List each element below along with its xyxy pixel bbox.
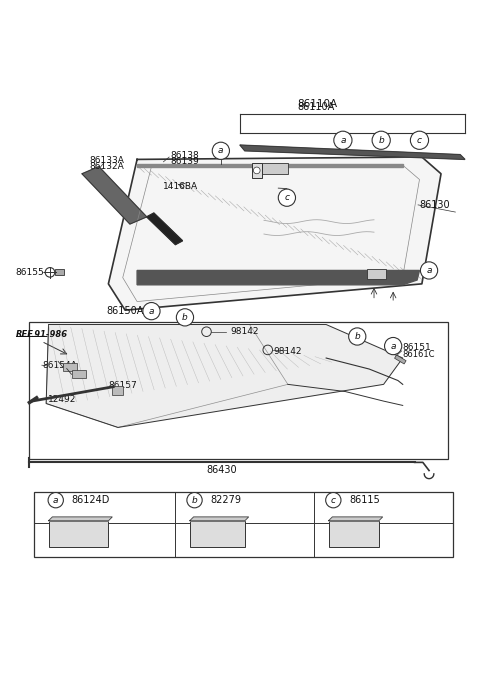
- Text: 86138: 86138: [170, 151, 199, 160]
- Text: a: a: [390, 342, 396, 351]
- Text: a: a: [426, 266, 432, 275]
- Text: b: b: [378, 136, 384, 145]
- Text: 86110A: 86110A: [298, 99, 337, 109]
- Text: 86154A: 86154A: [43, 361, 78, 369]
- Text: c: c: [331, 496, 336, 505]
- Text: 86139: 86139: [170, 157, 199, 166]
- Circle shape: [212, 142, 229, 160]
- Text: 86157: 86157: [108, 381, 137, 390]
- Polygon shape: [137, 271, 420, 285]
- Text: 86115: 86115: [349, 495, 380, 505]
- Polygon shape: [240, 145, 465, 160]
- Text: 86132A: 86132A: [89, 162, 124, 171]
- Text: 86430: 86430: [206, 464, 237, 474]
- Polygon shape: [190, 517, 249, 521]
- Text: 86110A: 86110A: [298, 102, 335, 112]
- Polygon shape: [108, 157, 441, 310]
- Bar: [262, 164, 288, 174]
- Circle shape: [253, 167, 260, 174]
- Polygon shape: [328, 517, 383, 521]
- Text: 86130: 86130: [420, 200, 450, 210]
- Text: 86151: 86151: [403, 343, 432, 353]
- Bar: [29, 322, 448, 458]
- Text: a: a: [218, 146, 224, 155]
- Circle shape: [420, 262, 438, 279]
- Circle shape: [45, 268, 55, 277]
- Circle shape: [325, 493, 341, 508]
- Text: a: a: [53, 496, 59, 505]
- Text: a: a: [149, 307, 154, 316]
- Text: a: a: [340, 136, 346, 145]
- Polygon shape: [137, 164, 403, 167]
- Circle shape: [384, 337, 402, 355]
- Polygon shape: [48, 517, 112, 521]
- Polygon shape: [46, 324, 403, 427]
- Circle shape: [143, 303, 160, 320]
- Text: 98142: 98142: [230, 327, 259, 336]
- Bar: [190, 521, 245, 547]
- Bar: [328, 521, 379, 547]
- Circle shape: [187, 493, 202, 508]
- Text: b: b: [192, 496, 197, 505]
- Text: c: c: [417, 136, 422, 145]
- Circle shape: [48, 493, 63, 508]
- Polygon shape: [82, 167, 147, 224]
- Text: 86124D: 86124D: [72, 495, 110, 505]
- Bar: [252, 164, 262, 178]
- Circle shape: [410, 131, 429, 149]
- FancyArrow shape: [395, 355, 406, 364]
- Text: 12492: 12492: [48, 395, 76, 404]
- Circle shape: [348, 328, 366, 345]
- Bar: [72, 370, 86, 378]
- Text: 86133A: 86133A: [89, 156, 124, 165]
- Text: 82279: 82279: [210, 495, 241, 505]
- Text: c: c: [285, 193, 289, 202]
- Text: REF.91-986: REF.91-986: [16, 330, 68, 339]
- Text: b: b: [182, 313, 188, 322]
- Polygon shape: [147, 213, 182, 244]
- Bar: [55, 269, 64, 275]
- Circle shape: [334, 131, 352, 149]
- Text: 98142: 98142: [274, 347, 302, 356]
- Text: 86150A: 86150A: [106, 306, 144, 316]
- Text: b: b: [354, 332, 360, 341]
- Circle shape: [372, 131, 390, 149]
- Circle shape: [278, 189, 296, 207]
- Text: 86161C: 86161C: [403, 350, 435, 359]
- Bar: [367, 269, 386, 279]
- Bar: [48, 521, 108, 547]
- Bar: [112, 386, 123, 395]
- Text: 86155: 86155: [15, 268, 44, 277]
- Bar: [63, 363, 77, 371]
- Bar: [34, 492, 453, 557]
- Text: 1416BA: 1416BA: [163, 182, 199, 191]
- Circle shape: [176, 309, 193, 326]
